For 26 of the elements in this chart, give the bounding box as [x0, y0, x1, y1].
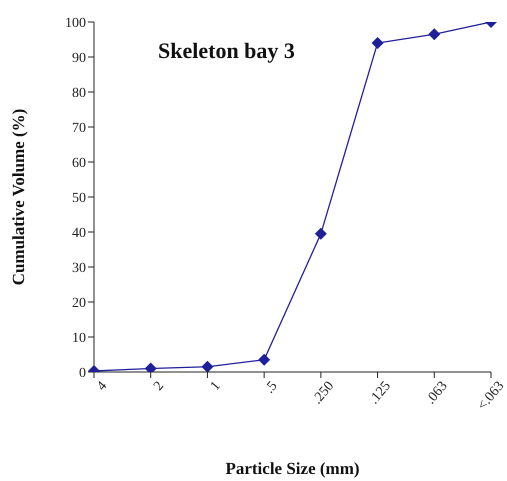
point	[372, 37, 384, 49]
y-tick-label: 20	[72, 296, 86, 311]
point	[428, 28, 440, 40]
y-tick-label: 60	[72, 156, 86, 171]
x-tick-label: .5	[262, 378, 281, 397]
y-tick-label: 90	[72, 50, 86, 66]
point	[258, 354, 270, 366]
y-axis-title: Cumulative Volume (%)	[9, 108, 28, 286]
y-tick-label: 100	[65, 16, 86, 31]
y-tick-label: 80	[72, 86, 86, 101]
point	[201, 360, 214, 372]
y-tick-label: 0	[79, 366, 86, 381]
y-tick-label: 10	[72, 330, 86, 346]
point	[314, 228, 327, 240]
y-tick-label: 70	[72, 120, 86, 136]
y-tick-label: 50	[72, 190, 86, 206]
x-tick-label: 2	[151, 378, 168, 394]
x-tick-label: .125	[366, 378, 394, 408]
x-axis-title: Particle Size (mm)	[225, 459, 360, 478]
x-tick-label: 1	[208, 378, 224, 394]
x-tick-label: .063	[423, 378, 451, 408]
y-tick-label: 30	[72, 260, 86, 276]
y-tick-label: 40	[72, 226, 86, 241]
x-tick-label: .250	[310, 378, 338, 408]
x-tick-label: 4	[94, 378, 110, 394]
text: Skeleton bay 3	[158, 38, 295, 64]
